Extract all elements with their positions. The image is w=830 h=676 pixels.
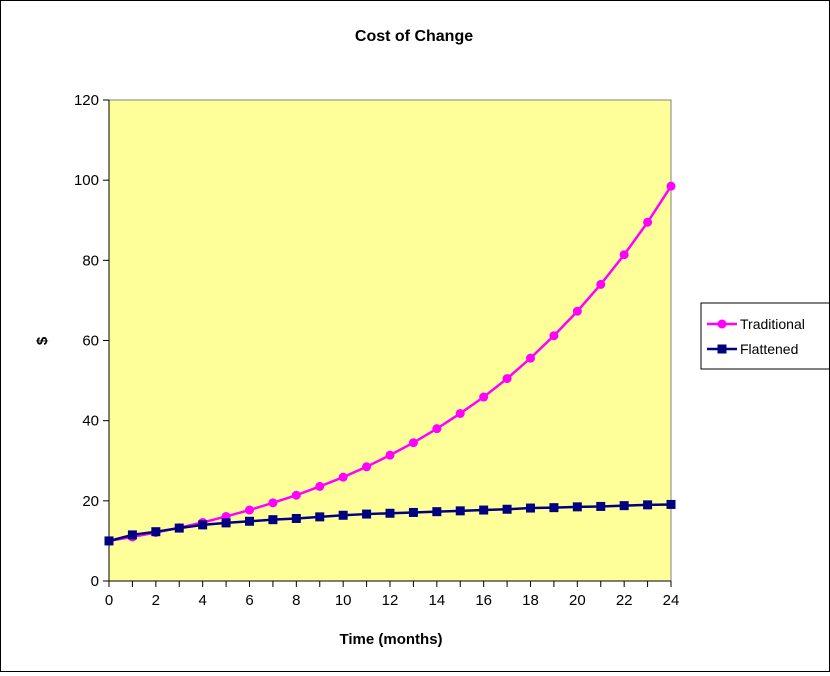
data-point-flattened (596, 501, 606, 511)
x-tick-label: 4 (198, 592, 206, 609)
legend-marker-traditional (717, 319, 727, 329)
plot-area (108, 99, 672, 582)
x-tick-label: 12 (382, 592, 399, 609)
legend-box (700, 302, 830, 370)
data-point-traditional (432, 424, 442, 434)
legend-label-traditional: Traditional (740, 316, 805, 332)
data-point-flattened (666, 499, 676, 509)
x-tick-label: 6 (245, 592, 253, 609)
x-tick-label: 14 (428, 592, 445, 609)
data-point-traditional (572, 306, 582, 316)
data-point-flattened (338, 510, 348, 520)
data-point-flattened (315, 512, 325, 522)
data-point-traditional (385, 450, 395, 460)
data-point-traditional (549, 331, 559, 341)
y-axis-title: $ (34, 336, 51, 345)
data-point-flattened (526, 503, 535, 513)
data-point-traditional (315, 481, 325, 491)
data-point-flattened (221, 518, 231, 528)
data-point-flattened (291, 513, 301, 523)
data-point-flattened (174, 523, 184, 533)
data-point-traditional (455, 408, 465, 418)
data-point-traditional (291, 490, 301, 500)
y-tick-label: 20 (82, 493, 99, 510)
data-point-traditional (268, 498, 278, 508)
data-point-traditional (362, 462, 372, 472)
x-tick-label: 20 (569, 592, 586, 609)
data-point-traditional (502, 374, 512, 384)
data-point-flattened (572, 502, 582, 512)
data-point-flattened (643, 500, 653, 510)
series-flattened (104, 499, 676, 546)
data-point-traditional (526, 353, 535, 363)
chart-title: Cost of Change (355, 28, 473, 45)
y-tick-label: 120 (74, 92, 99, 109)
y-tick-label: 40 (82, 413, 99, 430)
data-point-traditional (596, 279, 606, 289)
data-point-flattened (362, 509, 372, 519)
data-point-flattened (455, 506, 465, 516)
x-tick-label: 10 (335, 592, 352, 609)
x-tick-label: 22 (616, 592, 633, 609)
legend-marker-flattened (717, 344, 727, 354)
data-point-flattened (408, 507, 418, 517)
legend-label-flattened: Flattened (740, 341, 798, 357)
data-point-flattened (127, 530, 137, 540)
data-point-traditional (245, 505, 254, 515)
series-layer (104, 181, 676, 546)
data-point-traditional (643, 217, 653, 227)
data-point-flattened (619, 501, 629, 511)
data-point-flattened (151, 527, 161, 537)
data-point-flattened (432, 507, 442, 517)
y-tick-label: 80 (82, 252, 99, 269)
data-point-flattened (198, 520, 208, 530)
data-point-flattened (549, 503, 559, 513)
y-tick-label: 60 (82, 333, 99, 350)
legend: Traditional Flattened (700, 302, 830, 370)
data-point-traditional (666, 181, 676, 191)
y-tick-label: 0 (91, 573, 99, 590)
x-tick-label: 24 (663, 592, 680, 609)
data-point-traditional (619, 250, 629, 260)
data-point-flattened (502, 504, 512, 514)
x-tick-label: 18 (522, 592, 539, 609)
x-tick-label: 2 (152, 592, 160, 609)
x-tick-label: 16 (475, 592, 492, 609)
data-point-traditional (479, 392, 489, 402)
data-point-flattened (479, 505, 489, 515)
y-tick-label: 100 (74, 172, 99, 189)
data-point-flattened (104, 536, 114, 546)
data-point-traditional (408, 438, 418, 448)
data-point-flattened (245, 516, 254, 526)
data-point-flattened (268, 515, 278, 525)
data-point-traditional (338, 472, 348, 482)
x-tick-label: 8 (292, 592, 300, 609)
x-axis-title: Time (months) (339, 631, 442, 648)
data-point-flattened (385, 508, 395, 518)
x-tick-label: 0 (105, 592, 113, 609)
